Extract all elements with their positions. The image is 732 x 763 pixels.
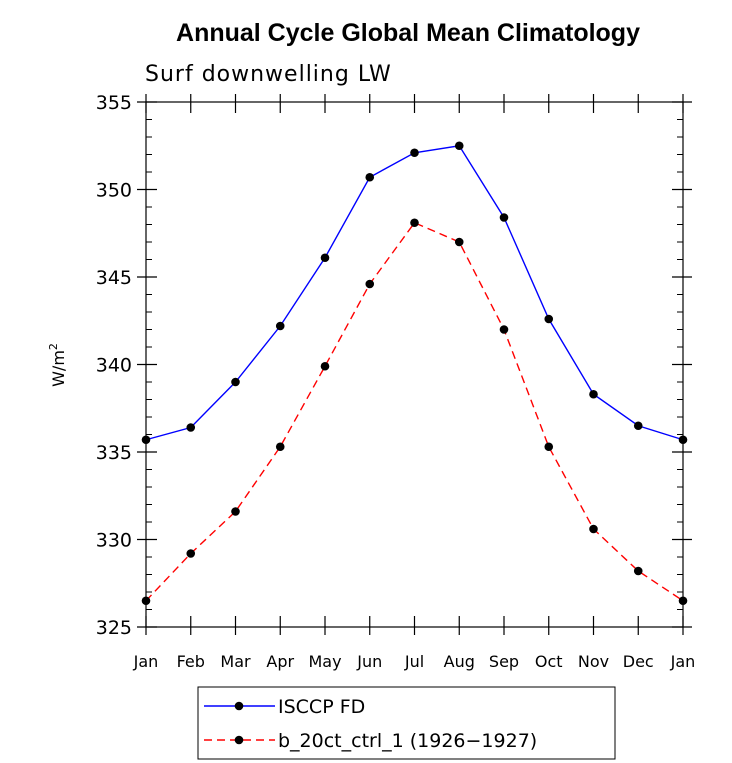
legend-box	[197, 686, 616, 760]
legend-items: ISCCP FD b_20ct_ctrl_1 (1926−1927)	[204, 696, 537, 752]
data-point	[678, 596, 688, 606]
data-point	[633, 421, 643, 431]
major-ticks	[137, 94, 692, 635]
data-point	[320, 361, 330, 371]
data-point	[589, 524, 598, 534]
series-layer	[141, 141, 688, 606]
y-tick-label: 325	[96, 617, 132, 639]
data-point	[231, 507, 240, 516]
data-point	[544, 442, 554, 452]
chart-subtitle: Surf downwelling LW	[145, 62, 392, 87]
y-tick-label: 335	[96, 442, 132, 464]
x-tick-label: Jan	[670, 652, 696, 671]
x-tick-label: Oct	[535, 652, 563, 671]
x-tick-label: Aug	[444, 652, 475, 671]
series-line	[145, 144, 684, 441]
chart-title: Annual Cycle Global Mean Climatology	[176, 19, 640, 47]
x-tick-label: Jan	[133, 652, 159, 671]
data-point	[410, 148, 419, 158]
minor-ticks	[146, 119, 683, 610]
data-point	[633, 566, 643, 576]
legend-marker	[234, 735, 244, 745]
y-tick-label: 345	[96, 267, 132, 289]
x-tick-label: Feb	[177, 652, 205, 671]
y-tick-label: 330	[96, 530, 132, 552]
x-tick-label: Nov	[578, 652, 609, 671]
x-tick-label: Apr	[266, 652, 294, 671]
data-point	[186, 549, 196, 558]
legend-item: b_20ct_ctrl_1 (1926−1927)	[204, 730, 537, 752]
x-tick-label: Sep	[489, 652, 519, 671]
series-2	[141, 218, 688, 606]
data-point	[275, 442, 285, 452]
y-tick-label: 350	[96, 180, 132, 202]
legend-item: ISCCP FD	[204, 696, 365, 718]
data-point	[589, 389, 598, 399]
data-point	[275, 321, 285, 331]
x-tick-label: Dec	[623, 652, 654, 671]
y-axis-label: W/m2	[47, 343, 68, 387]
data-point	[141, 596, 151, 606]
y-axis-label-base: W/m	[49, 350, 68, 387]
data-point	[678, 435, 688, 445]
x-tick-label: Mar	[220, 652, 251, 671]
data-point	[544, 314, 554, 324]
legend-marker	[234, 701, 244, 711]
legend-label: ISCCP FD	[278, 696, 365, 718]
legend: ISCCP FD b_20ct_ctrl_1 (1926−1927)	[197, 686, 616, 760]
data-point	[410, 218, 419, 228]
data-point	[320, 253, 330, 263]
data-point	[231, 377, 240, 387]
data-point	[186, 423, 196, 432]
legend-label: b_20ct_ctrl_1 (1926−1927)	[278, 730, 537, 752]
data-point	[365, 279, 375, 289]
data-point	[499, 325, 509, 334]
data-point	[365, 172, 375, 182]
x-tick-label: Jul	[404, 652, 424, 671]
y-axis-label-superscript: 2	[47, 343, 60, 350]
series-line	[145, 221, 684, 602]
series-1	[141, 141, 688, 445]
plot-frame	[145, 101, 684, 628]
y-tick-label: 355	[96, 92, 132, 114]
x-tick-label: Jun	[356, 652, 382, 671]
data-point	[141, 435, 151, 445]
data-point	[454, 141, 464, 151]
y-tick-labels: 325 330 335 340 345 350 355	[96, 92, 132, 639]
data-point	[454, 237, 464, 247]
x-tick-label: May	[308, 652, 341, 671]
x-tick-labels: Jan Feb Mar Apr May Jun Jul Aug Sep Oct Nov Dec Jan	[133, 652, 696, 671]
data-point	[499, 213, 509, 222]
y-tick-label: 340	[96, 355, 132, 377]
